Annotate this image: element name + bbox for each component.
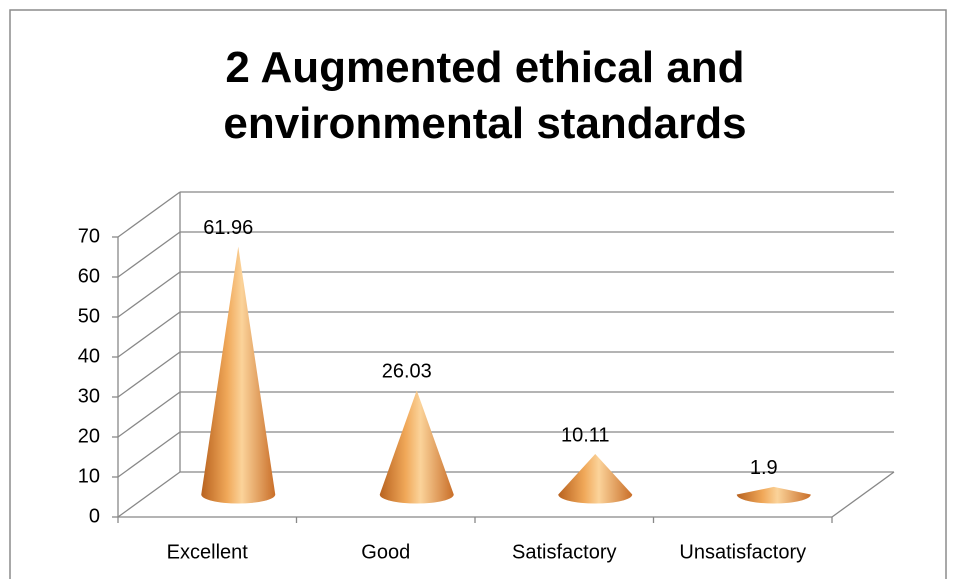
floor-edge <box>831 471 895 518</box>
y-tick-label: 10 <box>78 465 100 487</box>
y-tick-label: 50 <box>78 305 100 327</box>
y-tick-label: 30 <box>78 385 100 407</box>
side-grid-line <box>117 351 181 398</box>
y-tick-label: 20 <box>78 425 100 447</box>
x-tick-label: Unsatisfactory <box>679 541 806 563</box>
cone <box>736 486 811 504</box>
data-label: 10.11 <box>561 424 610 446</box>
x-tick-label: Excellent <box>167 541 249 563</box>
side-grid-line <box>117 431 181 478</box>
cone <box>379 390 454 504</box>
cone-body <box>736 486 811 504</box>
side-grid-line <box>117 391 181 438</box>
x-tick-label: Good <box>361 541 410 563</box>
cone <box>201 246 276 504</box>
chart-border <box>9 9 947 579</box>
side-grid-line <box>117 271 181 318</box>
data-label: 26.03 <box>382 361 432 383</box>
y-tick-label: 40 <box>78 345 100 367</box>
y-tick-label: 60 <box>78 265 100 287</box>
x-tick-label: Satisfactory <box>512 541 616 563</box>
cone-body <box>379 390 454 504</box>
side-grid-line <box>117 231 181 278</box>
data-label: 1.9 <box>750 457 778 479</box>
data-label: 61.96 <box>203 217 253 239</box>
cone-body <box>201 246 276 504</box>
side-grid-line <box>117 471 181 518</box>
chart-title: 2 Augmented ethical and environmental st… <box>223 43 747 148</box>
y-tick-label: 0 <box>89 505 100 527</box>
side-grid-line <box>117 191 181 238</box>
cone-body <box>558 454 633 504</box>
y-tick-label: 70 <box>78 225 100 247</box>
cone <box>558 454 633 504</box>
side-grid-line <box>117 311 181 358</box>
